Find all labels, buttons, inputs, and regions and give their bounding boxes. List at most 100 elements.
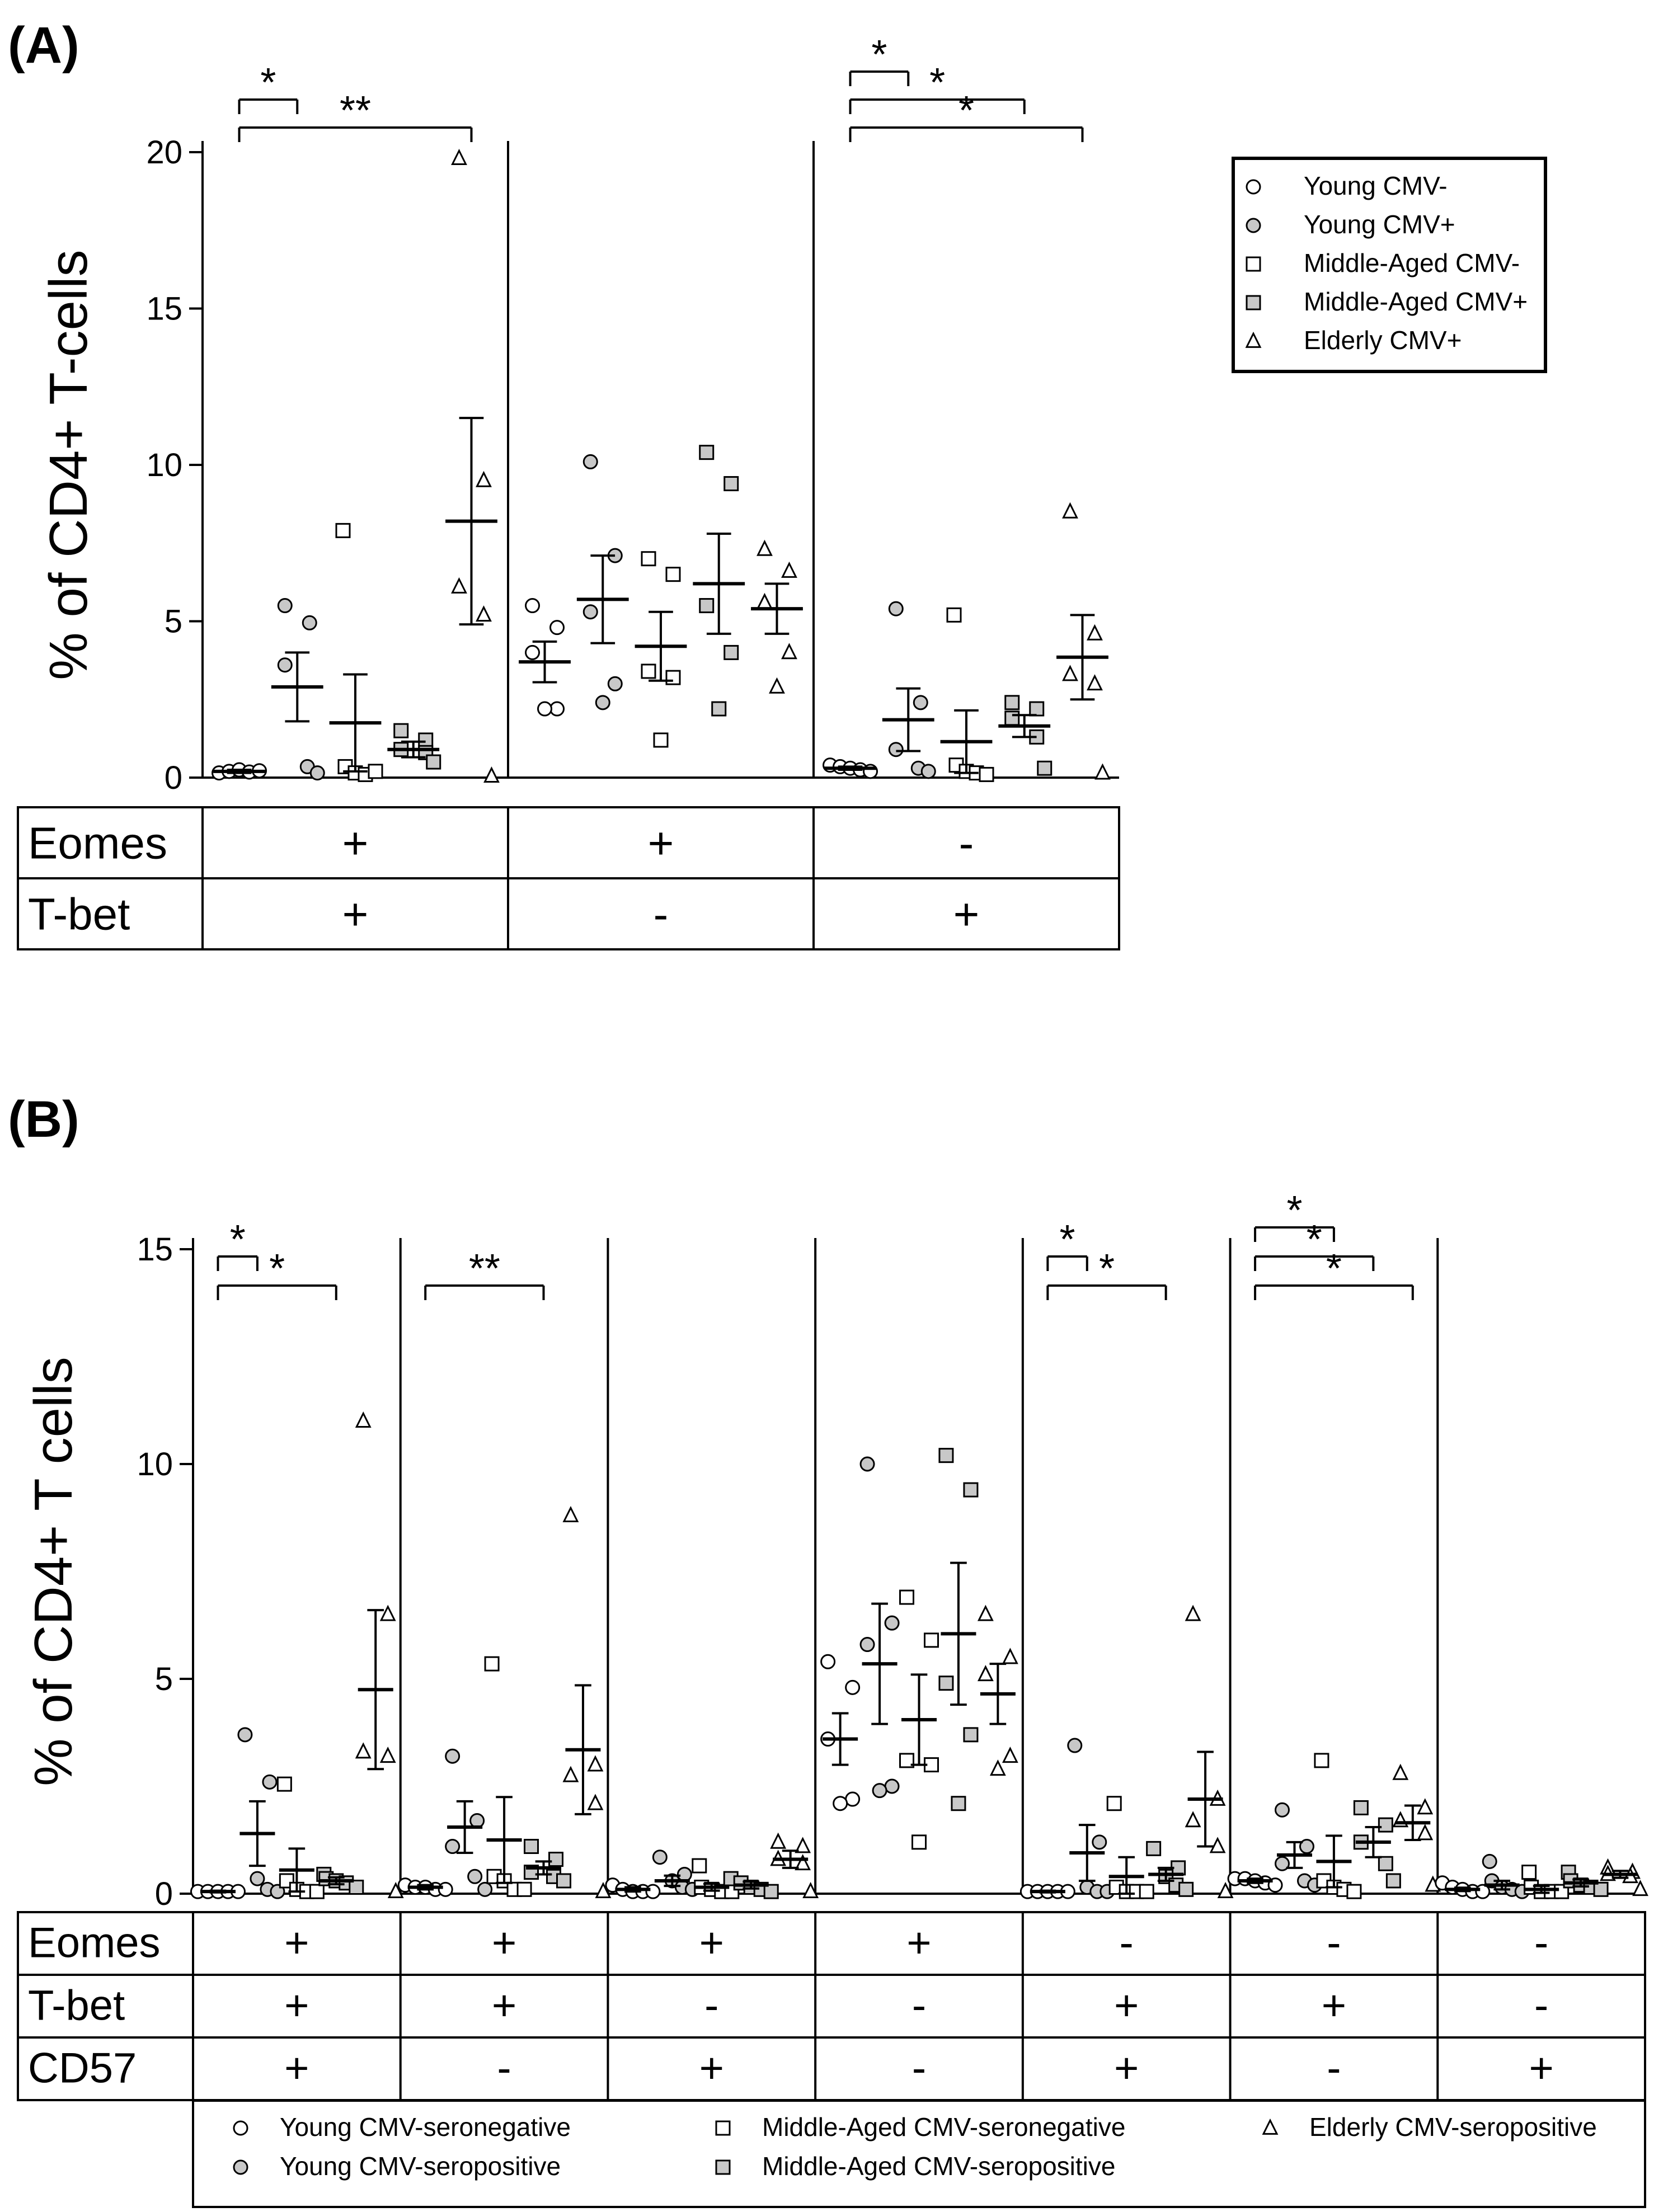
data-point: [467, 1869, 483, 1884]
significance-label: *: [1099, 1246, 1115, 1291]
data-point: [262, 1774, 278, 1790]
data-point: [1002, 1747, 1018, 1763]
data-point: [393, 723, 409, 738]
data-point: [302, 615, 317, 630]
table-cell-value: -: [912, 2045, 926, 2092]
significance-label: *: [1286, 1188, 1302, 1233]
data-point: [1482, 1853, 1497, 1869]
legend-marker: [715, 2120, 731, 2136]
data-point: [723, 644, 739, 660]
data-point: [763, 1884, 779, 1899]
table-cell-value: +: [284, 2045, 309, 2092]
legend-item: Middle-Aged CMV-: [1246, 248, 1520, 277]
subpanel-6: [1227, 1753, 1441, 1899]
table-cell-value: -: [1120, 1919, 1134, 1967]
data-point: [770, 1832, 787, 1849]
y-tick-label: 20: [146, 134, 182, 171]
data-point: [845, 1791, 861, 1807]
table-cell-value: +: [342, 889, 369, 939]
data-point: [888, 601, 904, 616]
y-axis-label: % of CD4+ T-cells: [39, 250, 98, 680]
y-tick-label: 15: [146, 291, 182, 327]
data-point: [979, 766, 994, 782]
legend-label: Young CMV+: [1304, 210, 1455, 239]
table-row-label: Eomes: [28, 818, 167, 868]
data-point: [833, 1796, 848, 1811]
data-point: [556, 1873, 572, 1889]
legend-label: Middle-Aged CMV-: [1304, 248, 1520, 277]
legend: Young CMV-seronegative Young CMV-seroposi…: [192, 2100, 1646, 2208]
data-point: [757, 539, 773, 556]
data-point: [665, 567, 681, 582]
y-tick-label: 5: [165, 604, 182, 640]
data-point: [516, 1881, 532, 1897]
data-point: [1037, 760, 1053, 776]
data-point: [652, 1849, 668, 1865]
data-point: [484, 1656, 500, 1672]
data-point: [451, 577, 467, 594]
data-point: [1087, 674, 1103, 691]
data-point: [1062, 502, 1078, 519]
table-cell-value: +: [1529, 2045, 1553, 2092]
data-point: [911, 1834, 927, 1850]
subpanel-7: [1435, 1853, 1648, 1899]
data-point: [699, 598, 715, 614]
data-point: [989, 1759, 1006, 1776]
data-point: [641, 663, 656, 679]
subpanel-4: [820, 1448, 1018, 1850]
legend-item: Young CMV+: [1246, 210, 1455, 239]
data-point: [1274, 1856, 1290, 1871]
data-point: [859, 1456, 875, 1472]
legend-marker: [233, 2159, 248, 2175]
significance-label: *: [269, 1246, 285, 1291]
data-point: [1593, 1881, 1609, 1897]
data-point: [549, 701, 565, 717]
data-point: [537, 701, 553, 717]
data-point: [884, 1778, 900, 1794]
data-point: [665, 670, 681, 685]
data-point: [920, 764, 936, 779]
data-point: [795, 1837, 811, 1853]
data-point: [418, 732, 434, 748]
data-point: [1004, 710, 1020, 726]
data-point: [548, 1852, 564, 1867]
legend-item: Middle-Aged CMV-seronegative: [715, 2112, 1125, 2142]
legend-marker: [1245, 331, 1262, 348]
data-point: [445, 1748, 461, 1764]
data-point: [888, 742, 904, 757]
legend-label: Middle-Aged CMV-seropositive: [762, 2152, 1116, 2181]
legend-label: Young CMV-seronegative: [280, 2112, 571, 2142]
significance-label: *: [958, 88, 974, 133]
data-point: [1299, 1839, 1314, 1855]
data-point: [641, 551, 656, 567]
data-point: [445, 1839, 461, 1855]
data-point: [913, 695, 928, 710]
data-point: [1392, 1763, 1409, 1780]
data-point: [469, 1813, 485, 1828]
table-row-label: CD57: [28, 2045, 137, 2092]
data-point: [1185, 1811, 1201, 1828]
data-point: [549, 620, 565, 636]
y-tick-label: 15: [137, 1231, 173, 1268]
data-point: [1378, 1817, 1393, 1833]
legend-label: Young CMV-: [1304, 171, 1448, 200]
data-point: [1554, 1884, 1570, 1899]
table-cell-value: +: [906, 1919, 931, 1967]
data-point: [277, 657, 293, 673]
significance-label: *: [1307, 1217, 1322, 1262]
y-tick-label: 5: [155, 1661, 173, 1697]
data-point: [582, 454, 598, 469]
legend-item: Young CMV-seropositive: [233, 2152, 561, 2181]
data-point: [1274, 1802, 1290, 1818]
table-cell-value: -: [912, 1982, 926, 2030]
data-point: [1417, 1824, 1434, 1841]
data-point: [977, 1665, 994, 1682]
data-point: [1062, 665, 1078, 681]
data-point: [587, 1755, 604, 1772]
data-point: [355, 1742, 372, 1759]
table-cell-value: +: [1114, 2045, 1139, 2092]
data-point: [1002, 1648, 1018, 1664]
data-point: [938, 1676, 954, 1691]
y-tick-label: 0: [155, 1876, 173, 1912]
